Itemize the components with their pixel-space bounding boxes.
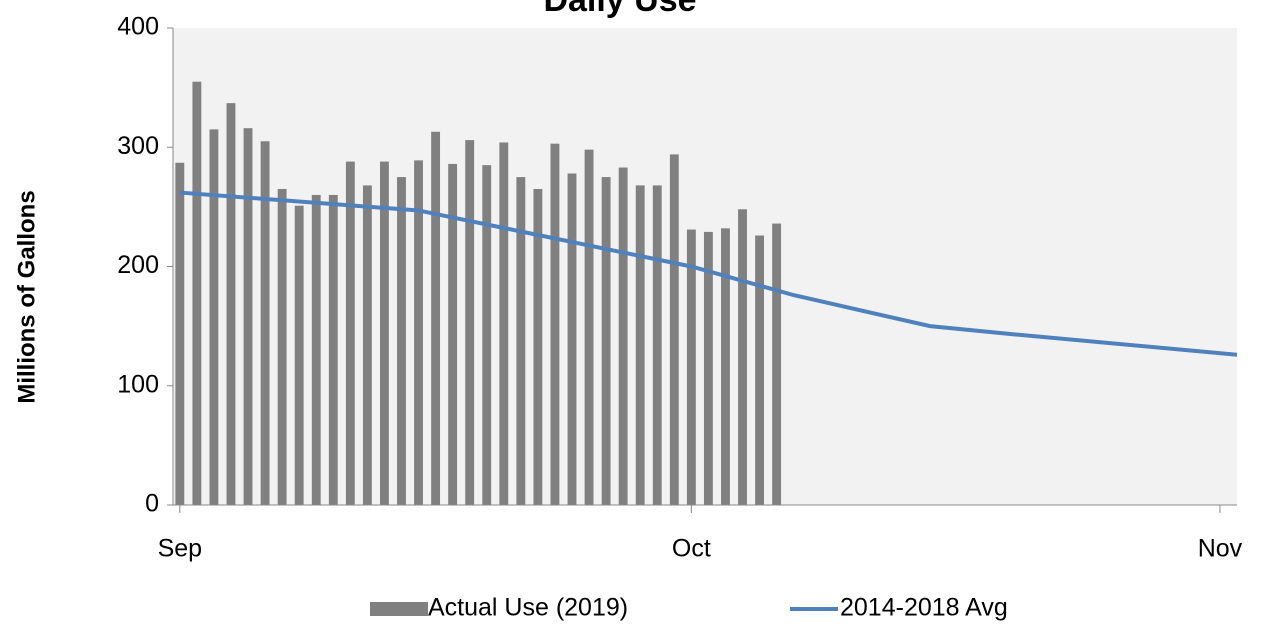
bar (243, 128, 253, 506)
line (179, 190, 1237, 357)
bar (175, 162, 185, 505)
bar (328, 194, 338, 505)
bar (448, 163, 458, 505)
x-tick-label: Oct (672, 535, 711, 563)
bar (584, 149, 594, 505)
bar (277, 188, 287, 506)
bar (652, 185, 662, 505)
y-tick-label: 400 (117, 13, 159, 41)
y-tick-label: 200 (117, 251, 159, 279)
bar (618, 167, 628, 505)
legend-label: Actual Use (2019) (428, 594, 628, 622)
bar (362, 185, 372, 505)
bar (431, 131, 441, 505)
bar (669, 154, 679, 505)
bar (686, 229, 696, 505)
x-tick-label: Nov (1198, 535, 1243, 563)
y-axis-label: Millions of Gallons (13, 190, 40, 403)
bar (345, 161, 355, 505)
bar (482, 165, 492, 505)
bar (294, 205, 304, 505)
bar (414, 160, 423, 505)
bar (516, 177, 526, 505)
y-tick-label: 100 (117, 370, 159, 398)
bar (260, 141, 270, 505)
bar (380, 161, 389, 505)
bar (465, 140, 475, 505)
bar (772, 223, 782, 505)
y-tick-label: 300 (117, 132, 159, 160)
bar (550, 143, 560, 506)
bar (703, 231, 713, 506)
y-tick-label: 0 (145, 490, 159, 518)
bar (721, 228, 730, 505)
bar (311, 194, 321, 505)
bar (499, 142, 509, 506)
chart-title: Daily Use (543, 0, 696, 19)
bar (567, 173, 577, 506)
bar (192, 81, 202, 505)
x-tick-label: Sep (158, 535, 202, 563)
bar (738, 209, 747, 505)
legend-swatch (370, 602, 428, 616)
bar (755, 235, 764, 505)
bar (209, 129, 219, 506)
bar (226, 103, 236, 505)
legend-label: 2014-2018 Avg (840, 594, 1008, 622)
bar (397, 177, 406, 505)
bar (533, 188, 543, 506)
bar (601, 177, 611, 505)
bar (635, 185, 645, 505)
